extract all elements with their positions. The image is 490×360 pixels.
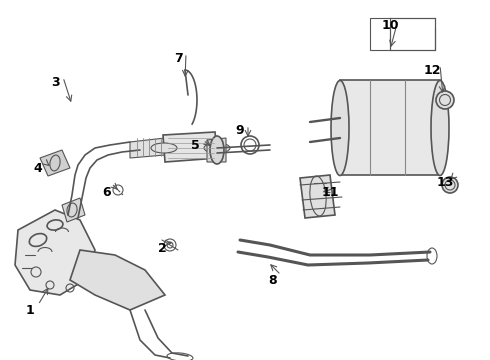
Polygon shape bbox=[207, 138, 226, 162]
Polygon shape bbox=[70, 250, 165, 310]
Ellipse shape bbox=[151, 143, 177, 153]
Polygon shape bbox=[62, 198, 85, 222]
Polygon shape bbox=[40, 150, 70, 176]
Ellipse shape bbox=[204, 143, 230, 153]
Text: 12: 12 bbox=[423, 63, 441, 77]
Text: 11: 11 bbox=[321, 185, 339, 198]
Text: 9: 9 bbox=[236, 123, 245, 136]
Ellipse shape bbox=[331, 81, 349, 176]
Polygon shape bbox=[15, 210, 95, 295]
Text: 5: 5 bbox=[191, 139, 199, 152]
Text: 8: 8 bbox=[269, 274, 277, 287]
Text: 3: 3 bbox=[50, 76, 59, 89]
Text: 13: 13 bbox=[436, 176, 454, 189]
Bar bbox=[370, 18, 435, 50]
Polygon shape bbox=[130, 138, 165, 158]
Polygon shape bbox=[300, 175, 335, 218]
Ellipse shape bbox=[431, 81, 449, 176]
Ellipse shape bbox=[442, 177, 458, 193]
Text: 10: 10 bbox=[381, 18, 399, 32]
Text: 6: 6 bbox=[103, 185, 111, 198]
Ellipse shape bbox=[436, 91, 454, 109]
Text: 4: 4 bbox=[34, 162, 42, 175]
Text: 1: 1 bbox=[25, 303, 34, 316]
Ellipse shape bbox=[210, 136, 224, 164]
Text: 2: 2 bbox=[158, 242, 167, 255]
Text: 7: 7 bbox=[173, 51, 182, 64]
Polygon shape bbox=[340, 80, 440, 175]
Polygon shape bbox=[163, 132, 218, 162]
